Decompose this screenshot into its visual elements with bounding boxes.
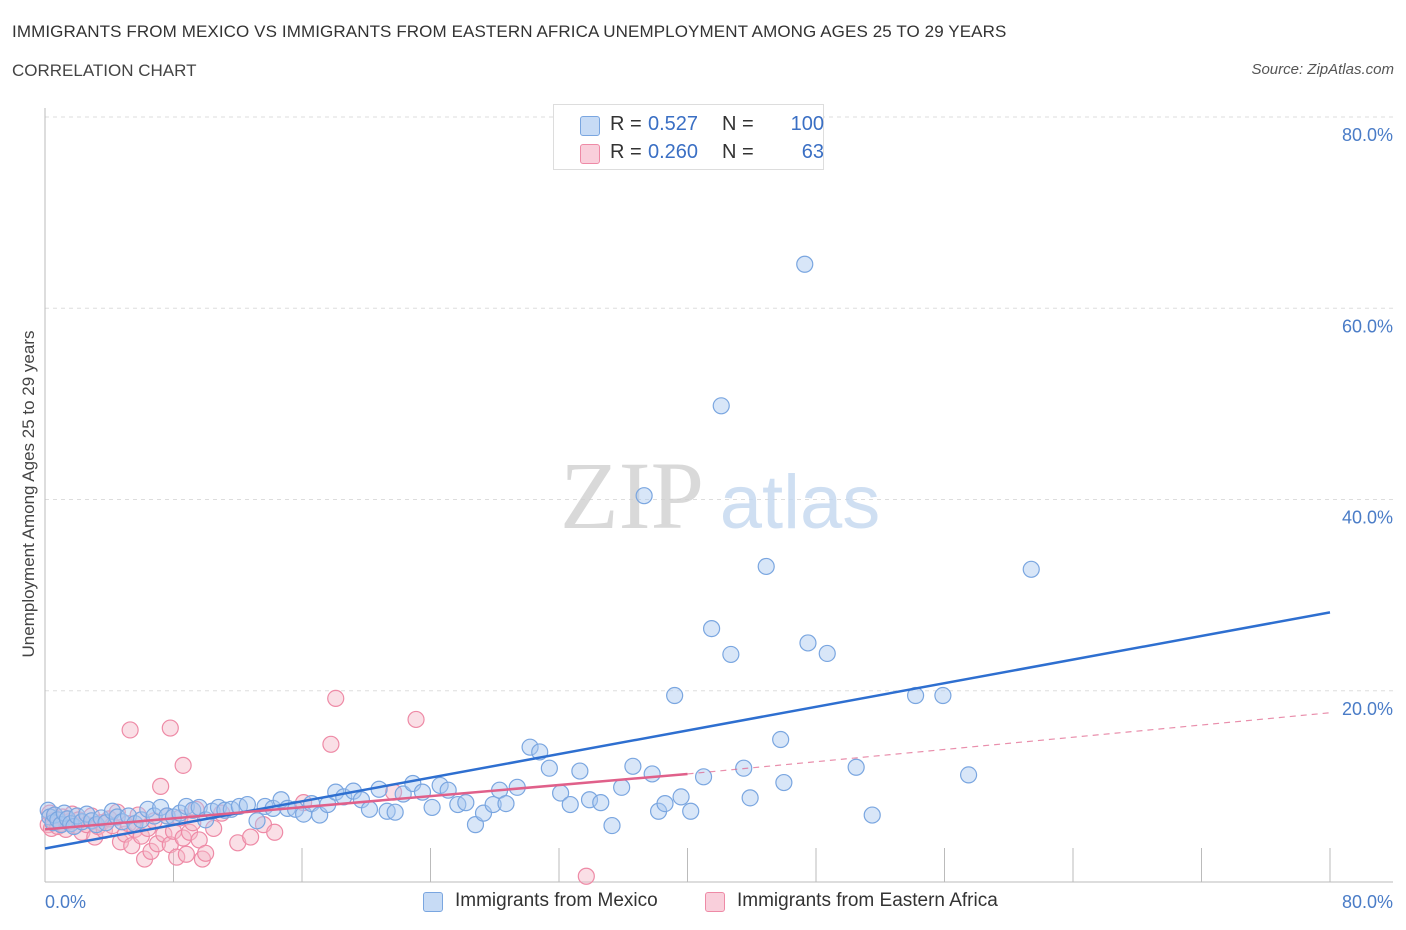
data-point-mexico [722, 645, 740, 664]
legend-r-value: 0.260 [648, 141, 699, 163]
data-point-mexico [772, 730, 790, 749]
data-point-mexico [775, 773, 793, 792]
data-point-mexico [799, 634, 817, 652]
x-tick-label-max: 80.0% [1342, 892, 1393, 912]
data-point-mexico [521, 738, 539, 756]
chart-title: IMMIGRANTS FROM MEXICO VS IMMIGRANTS FRO… [12, 22, 1007, 41]
data-point-mexico [702, 619, 721, 638]
data-point-mexico [497, 794, 515, 813]
data-point-mexico [682, 802, 700, 820]
data-point-mexico [818, 644, 836, 663]
data-point-mexico [757, 557, 775, 576]
data-point-mexico [457, 794, 475, 812]
data-point-mexico [603, 816, 621, 835]
data-point-eastern-africa [577, 867, 595, 885]
data-point-mexico [712, 397, 730, 415]
data-point-mexico [959, 766, 978, 784]
y-tick-labels: 20.0% 40.0% 60.0% 80.0% [1342, 125, 1393, 719]
x-tick-label-min: 0.0% [45, 892, 86, 912]
y-tick-label: 80.0% [1342, 125, 1393, 145]
y-tick-label: 20.0% [1342, 699, 1393, 719]
data-point-mexico [624, 757, 642, 775]
data-point-eastern-africa [168, 848, 186, 866]
bottom-legend-label-africa: Immigrants from Eastern Africa [737, 890, 998, 911]
trend-line-eastern-africa-extension [687, 712, 1331, 775]
chart-subtitle: CORRELATION CHART [12, 61, 197, 80]
data-point-mexico [741, 789, 759, 807]
y-tick-label: 60.0% [1342, 316, 1393, 336]
legend-n-value: 100 [790, 113, 824, 135]
data-point-mexico [360, 800, 379, 818]
data-point-mexico [863, 806, 881, 824]
data-point-mexico [474, 804, 493, 822]
trend-lines [44, 611, 1331, 850]
bottom-legend-swatch-mexico [423, 892, 443, 912]
data-point-eastern-africa [152, 777, 170, 795]
data-point-eastern-africa [161, 719, 179, 737]
data-point-mexico [694, 768, 713, 786]
legend-swatch-mexico [580, 116, 600, 136]
series-mexico-points [39, 255, 1040, 836]
bottom-legend-swatch-africa [705, 892, 725, 912]
legend-r-label: R = [610, 113, 642, 135]
data-point-mexico [613, 778, 631, 796]
data-point-eastern-africa [327, 689, 345, 708]
data-point-eastern-africa [197, 844, 215, 862]
bottom-legend-label-mexico: Immigrants from Mexico [455, 890, 658, 911]
correlation-legend: R = 0.527 N = 100 R = 0.260 N = 63 [553, 104, 824, 170]
watermark: ZIP atlas [560, 442, 880, 549]
legend-r-value: 0.527 [648, 113, 699, 135]
trend-line-mexico [44, 611, 1331, 850]
data-point-eastern-africa [266, 823, 284, 841]
source-credit: Source: ZipAtlas.com [1251, 61, 1394, 78]
data-point-mexico [431, 776, 449, 795]
legend-n-value: 63 [801, 141, 824, 163]
trend-line-eastern-africa [44, 772, 688, 831]
data-point-eastern-africa [121, 721, 139, 739]
data-point-mexico [561, 795, 579, 814]
data-point-mexico [571, 762, 589, 780]
data-point-mexico [672, 788, 690, 806]
y-axis-label: Unemployment Among Ages 25 to 29 years [19, 331, 38, 658]
y-tick-label: 40.0% [1342, 508, 1393, 528]
data-point-eastern-africa [322, 735, 340, 753]
data-point-mexico [635, 487, 653, 505]
watermark-zip: ZIP [560, 442, 704, 549]
data-point-mexico [423, 798, 441, 817]
data-point-eastern-africa [148, 835, 167, 853]
data-point-mexico [1022, 560, 1040, 578]
data-point-eastern-africa [407, 710, 425, 729]
legend-n-label: N = [722, 141, 754, 163]
data-point-mexico [484, 795, 502, 814]
legend-n-label: N = [722, 113, 754, 135]
watermark-atlas: atlas [720, 460, 881, 545]
data-point-mexico [666, 686, 684, 705]
data-point-eastern-africa [242, 828, 260, 846]
data-point-mexico [934, 686, 952, 705]
data-point-mexico [656, 794, 674, 813]
data-point-mexico [580, 791, 599, 809]
data-point-mexico [796, 255, 814, 273]
data-point-mexico [847, 758, 865, 776]
data-point-mexico [386, 803, 404, 821]
data-point-mexico [152, 798, 170, 817]
data-point-mexico [592, 794, 610, 812]
legend-swatch-africa [580, 144, 600, 164]
legend-r-label: R = [610, 141, 642, 163]
data-point-eastern-africa [177, 845, 195, 863]
data-point-mexico [248, 812, 266, 830]
data-point-eastern-africa [174, 756, 192, 774]
data-point-mexico [540, 759, 558, 777]
data-point-mexico [139, 800, 157, 818]
axes [44, 108, 1393, 883]
data-point-mexico [643, 765, 661, 783]
